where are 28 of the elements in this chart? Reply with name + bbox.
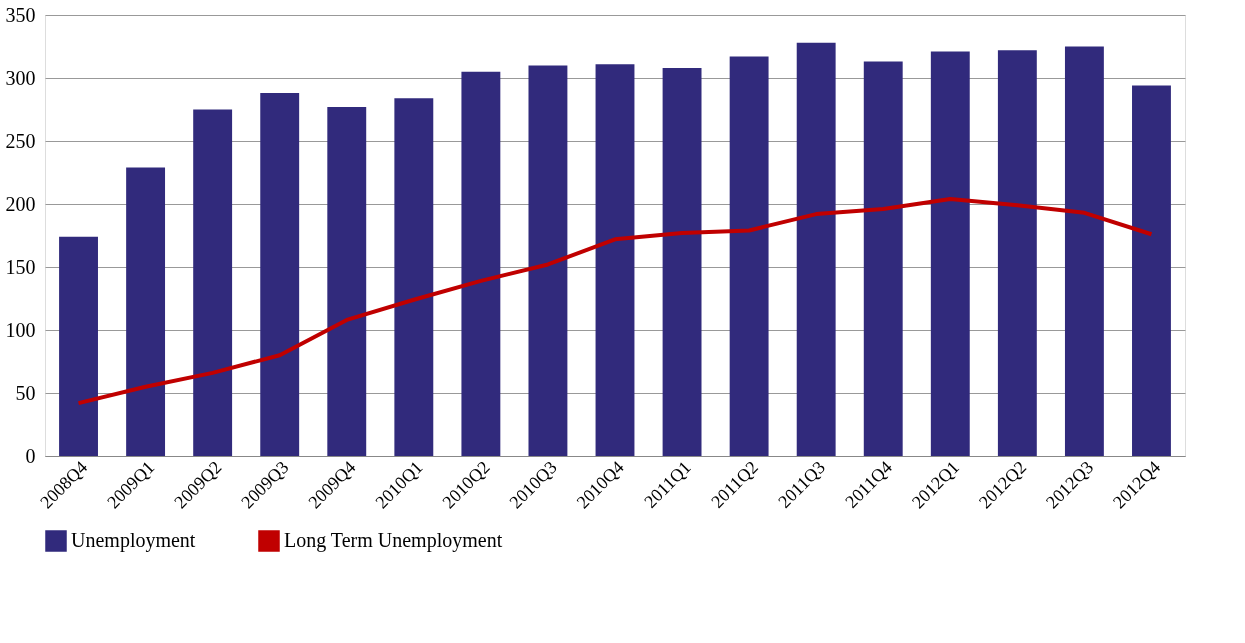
bar <box>997 50 1037 456</box>
legend-label: Long Term Unemployment <box>284 529 503 552</box>
y-tick-label: 350 <box>5 3 36 26</box>
bar <box>461 71 501 456</box>
bar <box>863 61 903 456</box>
y-tick-label: 0 <box>25 444 36 467</box>
y-tick-label: 250 <box>5 129 36 152</box>
bar <box>327 106 367 456</box>
bar <box>595 64 635 456</box>
bar <box>796 42 836 456</box>
bar <box>260 93 300 456</box>
y-tick-label: 300 <box>5 66 36 89</box>
bar <box>930 51 970 456</box>
line-series <box>76 196 1154 406</box>
bar <box>662 67 702 456</box>
bar <box>394 98 434 456</box>
y-tick-label: 100 <box>5 318 36 341</box>
bar <box>1064 46 1104 456</box>
bar <box>59 236 98 456</box>
bar <box>193 109 233 456</box>
y-tick-label: 50 <box>15 381 36 404</box>
y-tick-label: 200 <box>5 192 36 215</box>
legend-label: Unemployment <box>71 529 196 552</box>
bar <box>1132 85 1171 456</box>
bar <box>126 167 166 456</box>
bar <box>528 65 568 456</box>
y-tick-label: 150 <box>5 255 36 278</box>
bar <box>729 56 769 456</box>
